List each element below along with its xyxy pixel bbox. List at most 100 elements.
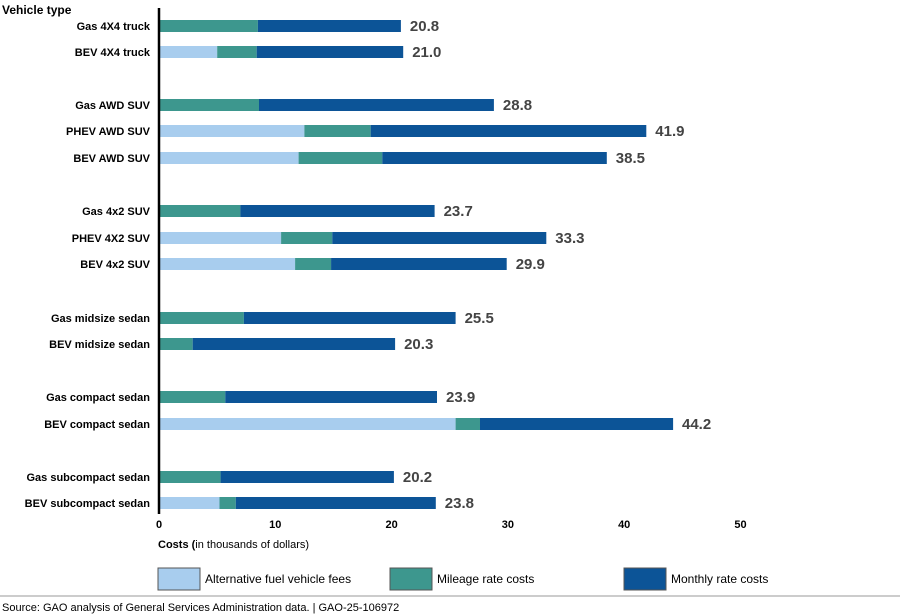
total-value-label: 20.2 bbox=[403, 469, 432, 486]
bar-segment-monthly bbox=[225, 391, 437, 403]
total-value-label: 23.9 bbox=[446, 389, 475, 406]
category-label: BEV 4x2 SUV bbox=[80, 259, 150, 271]
bar-segment-fees bbox=[159, 418, 456, 430]
bar-segment-monthly bbox=[256, 46, 404, 58]
bar-segment-mileage bbox=[159, 20, 258, 32]
total-value-label: 20.8 bbox=[410, 18, 439, 35]
bar-row: Gas midsize sedan 25.5 bbox=[51, 310, 494, 327]
y-axis-title: Vehicle type bbox=[2, 3, 72, 17]
source-note: Source: GAO analysis of General Services… bbox=[2, 602, 399, 614]
total-value-label: 25.5 bbox=[465, 310, 494, 327]
legend-label: Monthly rate costs bbox=[671, 572, 768, 586]
x-tick-label: 30 bbox=[502, 519, 514, 531]
bar-segment-mileage bbox=[159, 391, 226, 403]
bar-segment-fees bbox=[159, 232, 282, 244]
bar-segment-monthly bbox=[220, 471, 394, 483]
bar-segment-mileage bbox=[159, 312, 244, 324]
legend-label: Alternative fuel vehicle fees bbox=[205, 572, 351, 586]
bar-row: Gas subcompact sedan 20.2 bbox=[27, 469, 433, 486]
bar-segment-mileage bbox=[217, 46, 257, 58]
total-value-label: 38.5 bbox=[616, 150, 645, 167]
total-value-label: 23.8 bbox=[445, 495, 474, 512]
total-value-label: 41.9 bbox=[655, 123, 684, 140]
total-value-label: 20.3 bbox=[404, 336, 433, 353]
legend-swatch bbox=[623, 567, 667, 591]
bar-segment-monthly bbox=[259, 99, 494, 111]
x-tick-label: 0 bbox=[156, 519, 162, 531]
total-value-label: 28.8 bbox=[503, 97, 532, 114]
bar-row: Gas AWD SUV 28.8 bbox=[75, 97, 532, 114]
bar-segment-mileage bbox=[159, 338, 193, 350]
bar-segment-fees bbox=[159, 258, 296, 270]
x-axis-title-rest: in thousands of dollars) bbox=[195, 539, 309, 551]
bar-row: Gas compact sedan 23.9 bbox=[46, 389, 475, 406]
x-tick-label: 50 bbox=[734, 519, 746, 531]
bar-segment-mileage bbox=[219, 497, 236, 509]
bar-segment-monthly bbox=[382, 152, 607, 164]
bar-segment-mileage bbox=[298, 152, 383, 164]
bar-segment-mileage bbox=[159, 99, 259, 111]
bar-segment-monthly bbox=[370, 125, 647, 137]
category-label: BEV compact sedan bbox=[44, 419, 150, 431]
bar-row: PHEV AWD SUV 41.9 bbox=[66, 123, 684, 140]
total-value-label: 44.2 bbox=[682, 416, 711, 433]
legend-item: Alternative fuel vehicle fees bbox=[157, 567, 351, 591]
bar-row: BEV midsize sedan 20.3 bbox=[49, 336, 433, 353]
x-axis-ticks: 0 10 20 30 40 50 bbox=[156, 519, 747, 531]
bar-row: BEV compact sedan 44.2 bbox=[44, 416, 711, 433]
legend: Alternative fuel vehicle fees Mileage rat… bbox=[157, 567, 768, 591]
bar-segment-fees bbox=[159, 125, 305, 137]
category-label: BEV AWD SUV bbox=[73, 153, 150, 165]
bar-segment-mileage bbox=[304, 125, 371, 137]
bar-segment-fees bbox=[159, 46, 218, 58]
category-label: Gas 4x2 SUV bbox=[82, 206, 151, 218]
category-label: PHEV AWD SUV bbox=[66, 126, 151, 138]
bar-row: BEV 4x2 SUV 29.9 bbox=[80, 256, 545, 273]
total-value-label: 29.9 bbox=[516, 256, 545, 273]
bar-segment-monthly bbox=[257, 20, 401, 32]
x-axis-title-bold: Costs ( bbox=[158, 539, 196, 551]
category-label: Gas compact sedan bbox=[46, 392, 150, 404]
legend-swatch bbox=[157, 567, 201, 591]
legend-swatch bbox=[389, 567, 433, 591]
category-label: BEV midsize sedan bbox=[49, 339, 150, 351]
chart-rows: Gas 4X4 truck 20.8 BEV 4X4 truck 21.0 Gas AW… bbox=[25, 18, 712, 512]
bar-row: BEV subcompact sedan 23.8 bbox=[25, 495, 474, 512]
total-value-label: 33.3 bbox=[555, 230, 584, 247]
bar-row: BEV 4X4 truck 21.0 bbox=[75, 44, 442, 61]
bar-segment-monthly bbox=[332, 232, 547, 244]
bar-segment-mileage bbox=[159, 471, 221, 483]
x-tick-label: 10 bbox=[269, 519, 281, 531]
bar-segment-monthly bbox=[243, 312, 456, 324]
category-label: Gas 4X4 truck bbox=[77, 21, 151, 33]
legend-item: Mileage rate costs bbox=[389, 567, 534, 591]
bar-segment-monthly bbox=[192, 338, 396, 350]
legend-label: Mileage rate costs bbox=[437, 572, 534, 586]
bar-segment-monthly bbox=[480, 418, 674, 430]
bar-segment-fees bbox=[159, 152, 299, 164]
x-tick-label: 20 bbox=[385, 519, 397, 531]
bar-row: Gas 4x2 SUV 23.7 bbox=[82, 203, 473, 220]
category-label: Gas midsize sedan bbox=[51, 313, 150, 325]
bar-segment-fees bbox=[159, 497, 220, 509]
bar-segment-monthly bbox=[240, 205, 435, 217]
bar-row: BEV AWD SUV 38.5 bbox=[73, 150, 645, 167]
category-label: PHEV 4X2 SUV bbox=[72, 233, 151, 245]
bar-segment-monthly bbox=[235, 497, 436, 509]
legend-item: Monthly rate costs bbox=[623, 567, 768, 591]
bar-segment-mileage bbox=[455, 418, 480, 430]
bar-segment-mileage bbox=[159, 205, 241, 217]
x-axis-title: Costs (in thousands of dollars) bbox=[158, 539, 309, 551]
bar-row: Gas 4X4 truck 20.8 bbox=[77, 18, 439, 35]
total-value-label: 23.7 bbox=[444, 203, 473, 220]
category-label: BEV 4X4 truck bbox=[75, 47, 151, 59]
bar-segment-monthly bbox=[331, 258, 507, 270]
bar-segment-mileage bbox=[281, 232, 333, 244]
category-label: BEV subcompact sedan bbox=[25, 498, 151, 510]
category-label: Gas subcompact sedan bbox=[27, 472, 151, 484]
total-value-label: 21.0 bbox=[412, 44, 441, 61]
bar-segment-mileage bbox=[295, 258, 332, 270]
x-tick-label: 40 bbox=[618, 519, 630, 531]
category-label: Gas AWD SUV bbox=[75, 100, 150, 112]
